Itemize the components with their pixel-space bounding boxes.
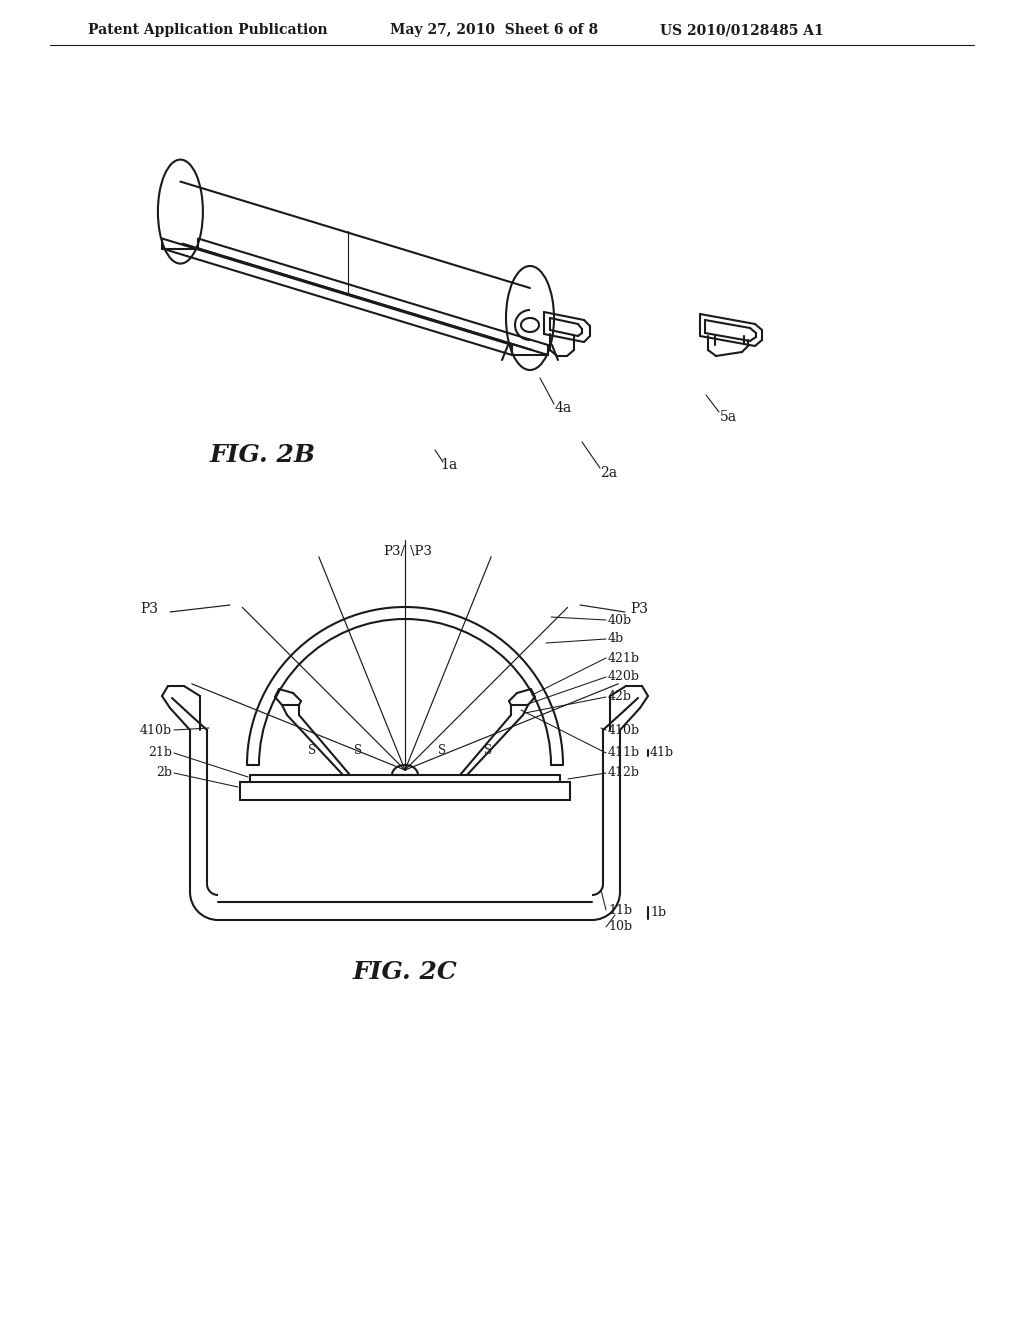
Text: 4a: 4a xyxy=(555,401,572,414)
Text: 40b: 40b xyxy=(608,614,632,627)
Text: 42b: 42b xyxy=(608,690,632,704)
Text: 410b: 410b xyxy=(140,723,172,737)
Text: May 27, 2010  Sheet 6 of 8: May 27, 2010 Sheet 6 of 8 xyxy=(390,22,598,37)
Text: S: S xyxy=(354,743,362,756)
Text: 2a: 2a xyxy=(600,466,617,480)
Text: 11b: 11b xyxy=(608,903,632,916)
Text: FIG. 2B: FIG. 2B xyxy=(210,444,316,467)
Text: 1a: 1a xyxy=(440,458,458,473)
Text: P3: P3 xyxy=(630,602,648,616)
Text: 2b: 2b xyxy=(156,767,172,780)
Text: FIG. 2C: FIG. 2C xyxy=(352,960,458,983)
Text: 5a: 5a xyxy=(720,411,737,424)
Text: 412b: 412b xyxy=(608,767,640,780)
Text: 411b: 411b xyxy=(608,747,640,759)
Text: 21b: 21b xyxy=(148,747,172,759)
Text: 421b: 421b xyxy=(608,652,640,664)
Text: S: S xyxy=(308,743,316,756)
Text: 420b: 420b xyxy=(608,671,640,684)
Text: 41b: 41b xyxy=(650,747,674,759)
Text: P3/: P3/ xyxy=(383,545,406,558)
Text: \P3: \P3 xyxy=(410,545,432,558)
Text: 10b: 10b xyxy=(608,920,632,933)
Text: 4b: 4b xyxy=(608,632,624,645)
Text: Patent Application Publication: Patent Application Publication xyxy=(88,22,328,37)
Text: 1b: 1b xyxy=(650,907,667,920)
Text: S: S xyxy=(438,743,446,756)
Text: 410b: 410b xyxy=(608,723,640,737)
Text: P3: P3 xyxy=(140,602,158,616)
Text: US 2010/0128485 A1: US 2010/0128485 A1 xyxy=(660,22,823,37)
Text: S: S xyxy=(484,743,493,756)
